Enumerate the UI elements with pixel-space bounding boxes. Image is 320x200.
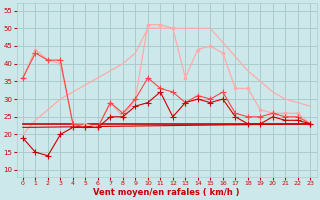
X-axis label: Vent moyen/en rafales ( km/h ): Vent moyen/en rafales ( km/h ) bbox=[93, 188, 240, 197]
